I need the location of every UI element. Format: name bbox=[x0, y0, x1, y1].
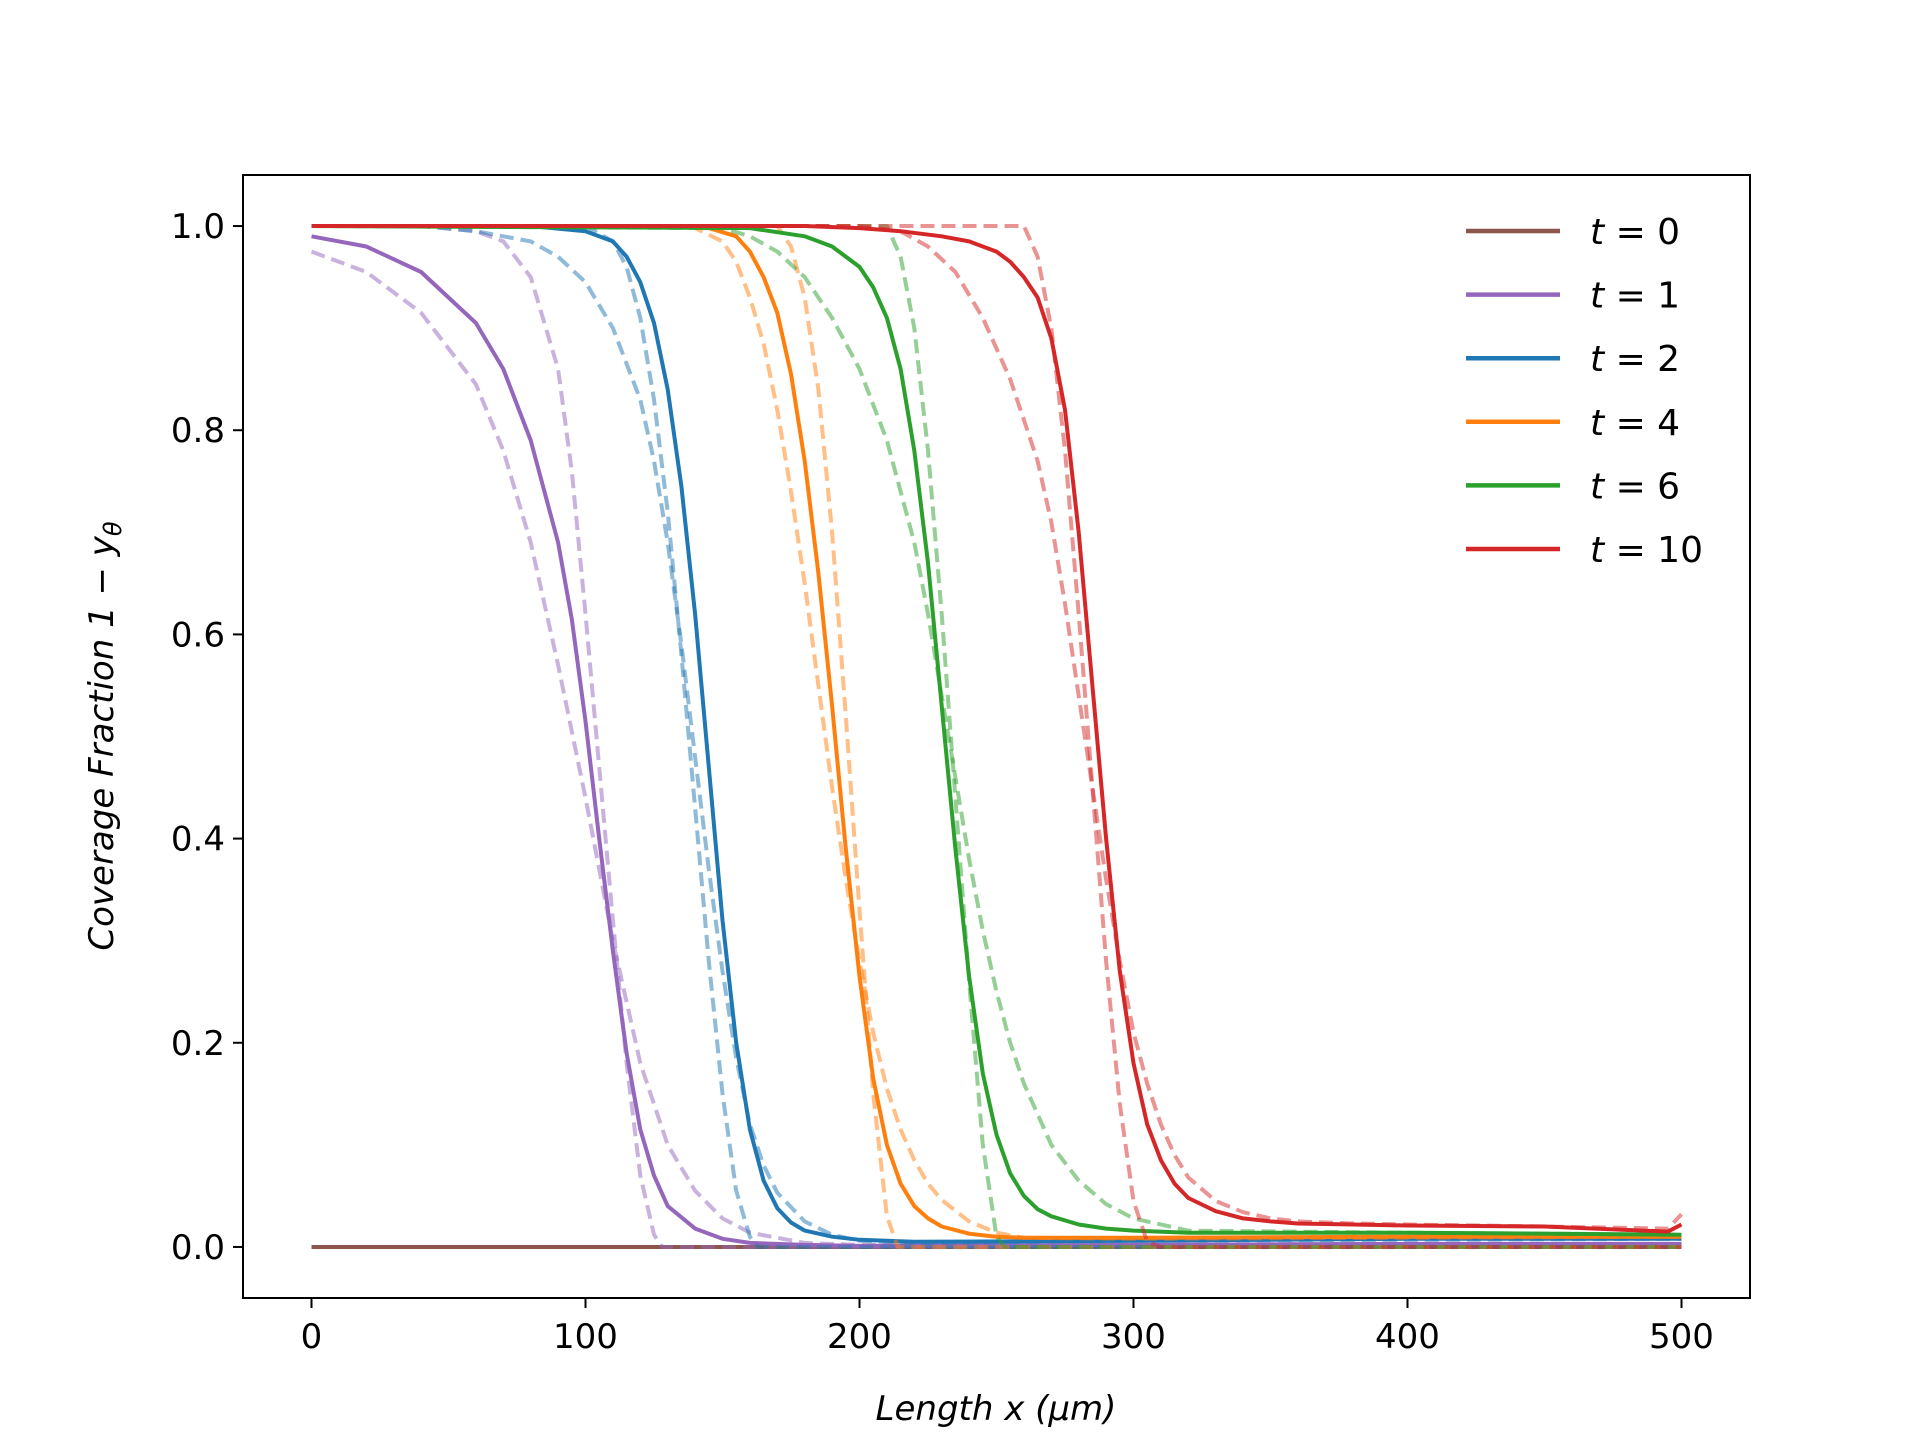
x-tick-label: 200 bbox=[827, 1317, 892, 1357]
legend-value: = 4 bbox=[1604, 403, 1680, 444]
legend-label: t = 10 bbox=[1590, 530, 1703, 571]
legend-value: = 1 bbox=[1604, 276, 1680, 317]
series-10-dashed2-line bbox=[311, 224, 1682, 1249]
series-6 bbox=[311, 224, 1682, 1249]
series-10 bbox=[311, 224, 1683, 1249]
legend: t = 0t = 1t = 2t = 4t = 6t = 10 bbox=[1466, 212, 1703, 571]
legend-item: t = 4 bbox=[1466, 403, 1680, 444]
legend-value: = 2 bbox=[1604, 339, 1680, 380]
series-1-dashed-line bbox=[310, 249, 1682, 1247]
series-layer bbox=[310, 224, 1683, 1249]
legend-value: = 6 bbox=[1604, 466, 1680, 507]
legend-label: t = 1 bbox=[1590, 276, 1680, 317]
series-2 bbox=[311, 224, 1682, 1249]
series-6-dashed-line bbox=[311, 224, 1682, 1237]
legend-variable: t bbox=[1590, 339, 1606, 380]
x-tick-label: 300 bbox=[1101, 1317, 1166, 1357]
legend-item: t = 10 bbox=[1466, 530, 1703, 571]
y-tick-label: 0.2 bbox=[171, 1024, 225, 1064]
legend-label: t = 4 bbox=[1590, 403, 1680, 444]
legend-variable: t bbox=[1590, 276, 1606, 317]
legend-variable: t bbox=[1590, 466, 1606, 507]
legend-value: = 10 bbox=[1604, 530, 1703, 571]
y-tick-label: 0.4 bbox=[171, 820, 225, 860]
y-axis-label-main: Coverage Fraction 1 − y bbox=[82, 535, 122, 950]
legend-item: t = 1 bbox=[1466, 276, 1680, 317]
legend-label: t = 6 bbox=[1590, 466, 1680, 507]
x-tick-label: 100 bbox=[553, 1317, 618, 1357]
series-4-solid-line bbox=[311, 224, 1682, 1240]
legend-item: t = 0 bbox=[1466, 212, 1680, 253]
legend-variable: t bbox=[1590, 403, 1606, 444]
series-1-dashed2-line bbox=[311, 224, 1682, 1249]
y-axis-ticks: 0.0 0.2 0.4 0.6 0.8 1.0 bbox=[171, 207, 243, 1268]
legend-item: t = 2 bbox=[1466, 339, 1680, 380]
x-axis-label: Length x (μm) bbox=[876, 1389, 1117, 1429]
series-2-dashed2-line bbox=[311, 224, 1682, 1249]
legend-label: t = 0 bbox=[1590, 212, 1680, 253]
x-axis-ticks: 0 100 200 300 400 500 bbox=[301, 1298, 1714, 1357]
series-6-dashed2-line bbox=[311, 224, 1682, 1249]
axes-frame bbox=[242, 174, 1751, 1299]
x-tick-label: 0 bbox=[301, 1317, 323, 1357]
series-6-solid-line bbox=[311, 224, 1682, 1237]
y-axis-label-subscript: θ bbox=[99, 521, 127, 536]
y-tick-label: 1.0 bbox=[171, 207, 225, 247]
legend-variable: t bbox=[1590, 530, 1606, 571]
y-axis-label: Coverage Fraction 1 − yθ bbox=[82, 521, 127, 951]
legend-value: = 0 bbox=[1604, 212, 1680, 253]
y-tick-label: 0.0 bbox=[171, 1228, 225, 1268]
series-4-dashed-line bbox=[311, 224, 1682, 1241]
y-tick-label: 0.6 bbox=[171, 615, 225, 655]
series-4 bbox=[311, 224, 1682, 1249]
series-4-dashed2-line bbox=[311, 224, 1682, 1249]
series-2-solid-line bbox=[311, 224, 1682, 1244]
legend-label: t = 2 bbox=[1590, 339, 1680, 380]
series-10-solid-line bbox=[311, 224, 1683, 1234]
legend-item: t = 6 bbox=[1466, 466, 1680, 507]
legend-variable: t bbox=[1590, 212, 1606, 253]
x-tick-label: 400 bbox=[1375, 1317, 1440, 1357]
x-tick-label: 500 bbox=[1649, 1317, 1714, 1357]
y-tick-label: 0.8 bbox=[171, 411, 225, 451]
